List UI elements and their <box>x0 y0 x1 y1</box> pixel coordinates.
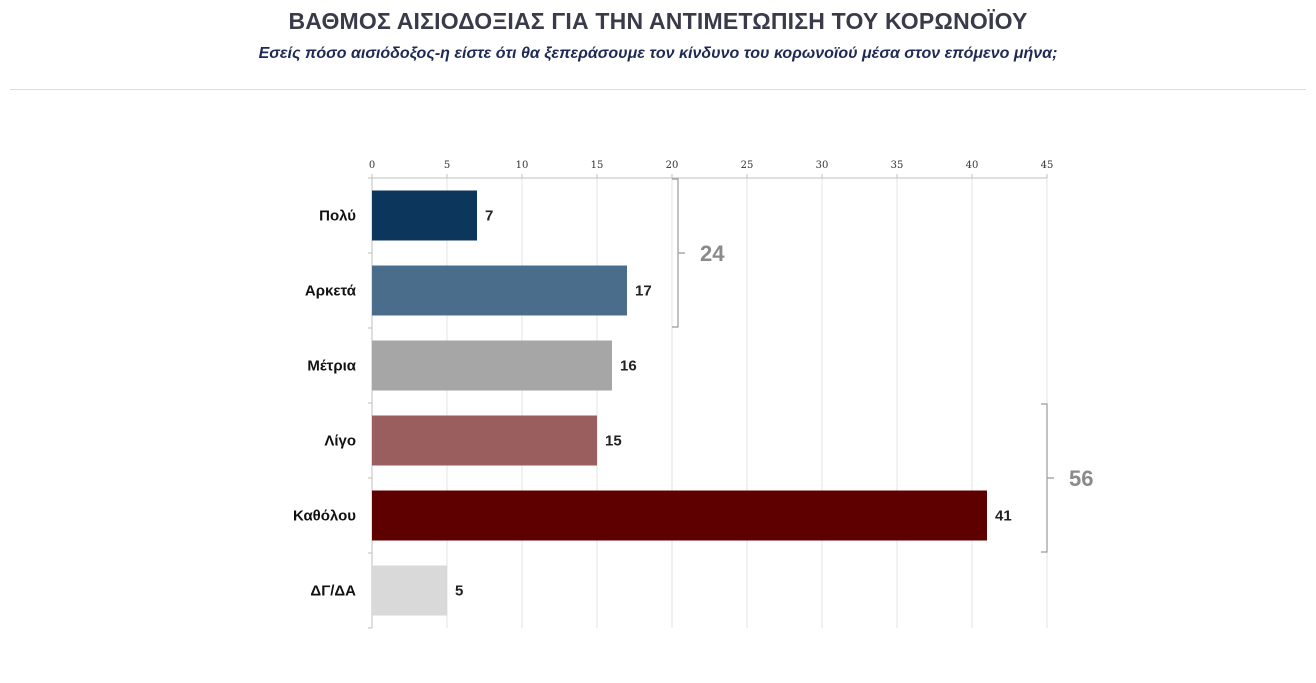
group-bracket-2 <box>1041 403 1054 553</box>
x-tick-label: 15 <box>591 160 604 171</box>
x-tick-label: 20 <box>666 160 679 171</box>
group-total-label: 56 <box>1069 466 1093 491</box>
bar-3 <box>372 340 612 391</box>
group-bracket-1 <box>672 178 685 328</box>
bars: Πολύ 7 Αρκετά 17 Μέτρια 16 Λίγο 15 Καθόλου 41 ΔΓ/Δ… <box>293 190 1012 616</box>
category-label: Καθόλου <box>293 508 356 525</box>
value-label: 17 <box>635 283 652 300</box>
value-label: 41 <box>995 508 1012 525</box>
bar-4 <box>372 415 597 466</box>
group-total-label: 24 <box>700 241 725 266</box>
category-label: Αρκετά <box>305 283 357 300</box>
value-label: 16 <box>620 358 637 375</box>
chart-subtitle: Εσείς πόσο αισιόδοξος-η είστε ότι θα ξεπ… <box>258 45 1058 62</box>
chart-title: ΒΑΘΜΟΣ ΑΙΣΙΟΔΟΞΙΑΣ ΓΙΑ ΤΗΝ ΑΝΤΙΜΕΤΩΠΙΣΗ … <box>288 8 1028 34</box>
bar-6 <box>372 565 447 616</box>
x-tick-label: 40 <box>966 160 979 171</box>
x-tick-label: 30 <box>816 160 829 171</box>
x-axis-ticks: 0 5 10 15 20 25 30 35 40 45 <box>369 160 1054 171</box>
x-tick-label: 45 <box>1041 160 1054 171</box>
category-label: Πολύ <box>319 208 356 225</box>
value-label: 7 <box>485 208 493 225</box>
bar-5 <box>372 490 987 541</box>
group-brackets: 24 56 <box>672 178 1093 553</box>
x-tick-label: 35 <box>891 160 904 171</box>
x-tick-label: 10 <box>516 160 529 171</box>
category-label: Λίγο <box>324 433 356 450</box>
category-label: ΔΓ/ΔΑ <box>310 583 356 600</box>
bar-2 <box>372 265 627 316</box>
value-label: 5 <box>455 583 463 600</box>
x-tick-label: 25 <box>741 160 754 171</box>
gridlines <box>368 174 1048 629</box>
value-label: 15 <box>605 433 622 450</box>
x-tick-label: 0 <box>369 160 375 171</box>
category-label: Μέτρια <box>307 358 356 375</box>
bar-1 <box>372 190 477 241</box>
header-divider <box>10 89 1306 90</box>
x-tick-label: 5 <box>444 160 450 171</box>
